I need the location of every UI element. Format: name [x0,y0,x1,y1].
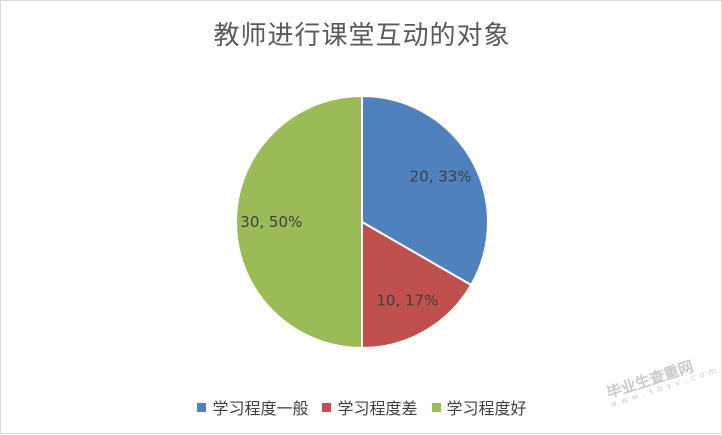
legend-label-good: 学习程度好 [446,399,527,418]
data-label-normal: 20, 33% [410,168,472,186]
data-label-good: 30, 50% [240,213,302,231]
legend-item-good: 学习程度好 [431,395,527,419]
legend-item-poor: 学习程度差 [322,395,418,419]
legend-label-normal: 学习程度一般 [212,399,309,418]
legend: 学习程度一般 学习程度差 学习程度好 [1,395,722,419]
chart-title: 教师进行课堂互动的对象 [213,21,511,51]
legend-item-normal: 学习程度一般 [197,395,308,419]
legend-swatch-normal [197,402,207,412]
legend-swatch-poor [322,402,332,412]
slice-good [235,94,363,350]
legend-label-poor: 学习程度差 [337,399,418,418]
slice-poor [361,220,473,350]
legend-swatch-good [431,402,441,412]
slice-normal [361,94,489,287]
data-label-poor: 10, 17% [376,292,438,310]
